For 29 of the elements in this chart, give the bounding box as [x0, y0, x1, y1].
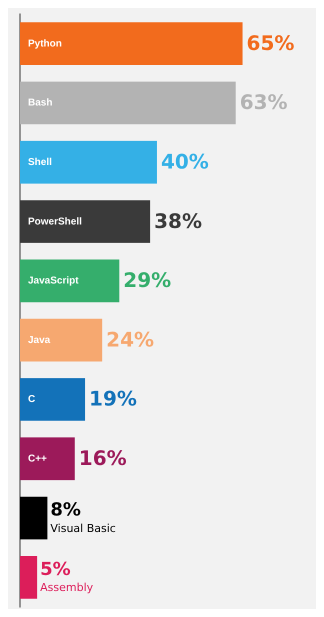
bar [20, 437, 75, 480]
data-label: 24% [106, 327, 154, 352]
y-tick-label: Assembly [40, 581, 94, 594]
y-tick-label: Bash [28, 98, 52, 109]
data-label: 5% [40, 559, 71, 580]
data-label: 19% [89, 386, 137, 411]
bar [20, 318, 102, 362]
bar [20, 496, 48, 540]
bar [20, 22, 243, 65]
y-tick-label: C++ [28, 454, 48, 464]
y-tick-label: Shell [28, 157, 52, 168]
bar [20, 82, 236, 124]
y-tick-label: Java [28, 334, 51, 346]
bar [20, 260, 120, 302]
data-label: 40% [160, 149, 209, 174]
data-label: 16% [78, 446, 127, 470]
y-tick-label: Visual Basic [50, 522, 116, 535]
y-tick-label: PowerShell [28, 216, 82, 228]
data-label: 29% [123, 268, 172, 292]
y-tick-label: JavaScript [28, 276, 80, 287]
bar [20, 556, 38, 599]
bar [20, 140, 157, 184]
data-label: 63% [240, 90, 288, 114]
y-tick-label: Python [28, 38, 62, 50]
bar [20, 378, 86, 421]
data-label: 8% [50, 500, 81, 521]
y-tick-label: C [28, 394, 36, 406]
data-label: 38% [154, 208, 202, 233]
data-label: 65% [246, 30, 294, 55]
